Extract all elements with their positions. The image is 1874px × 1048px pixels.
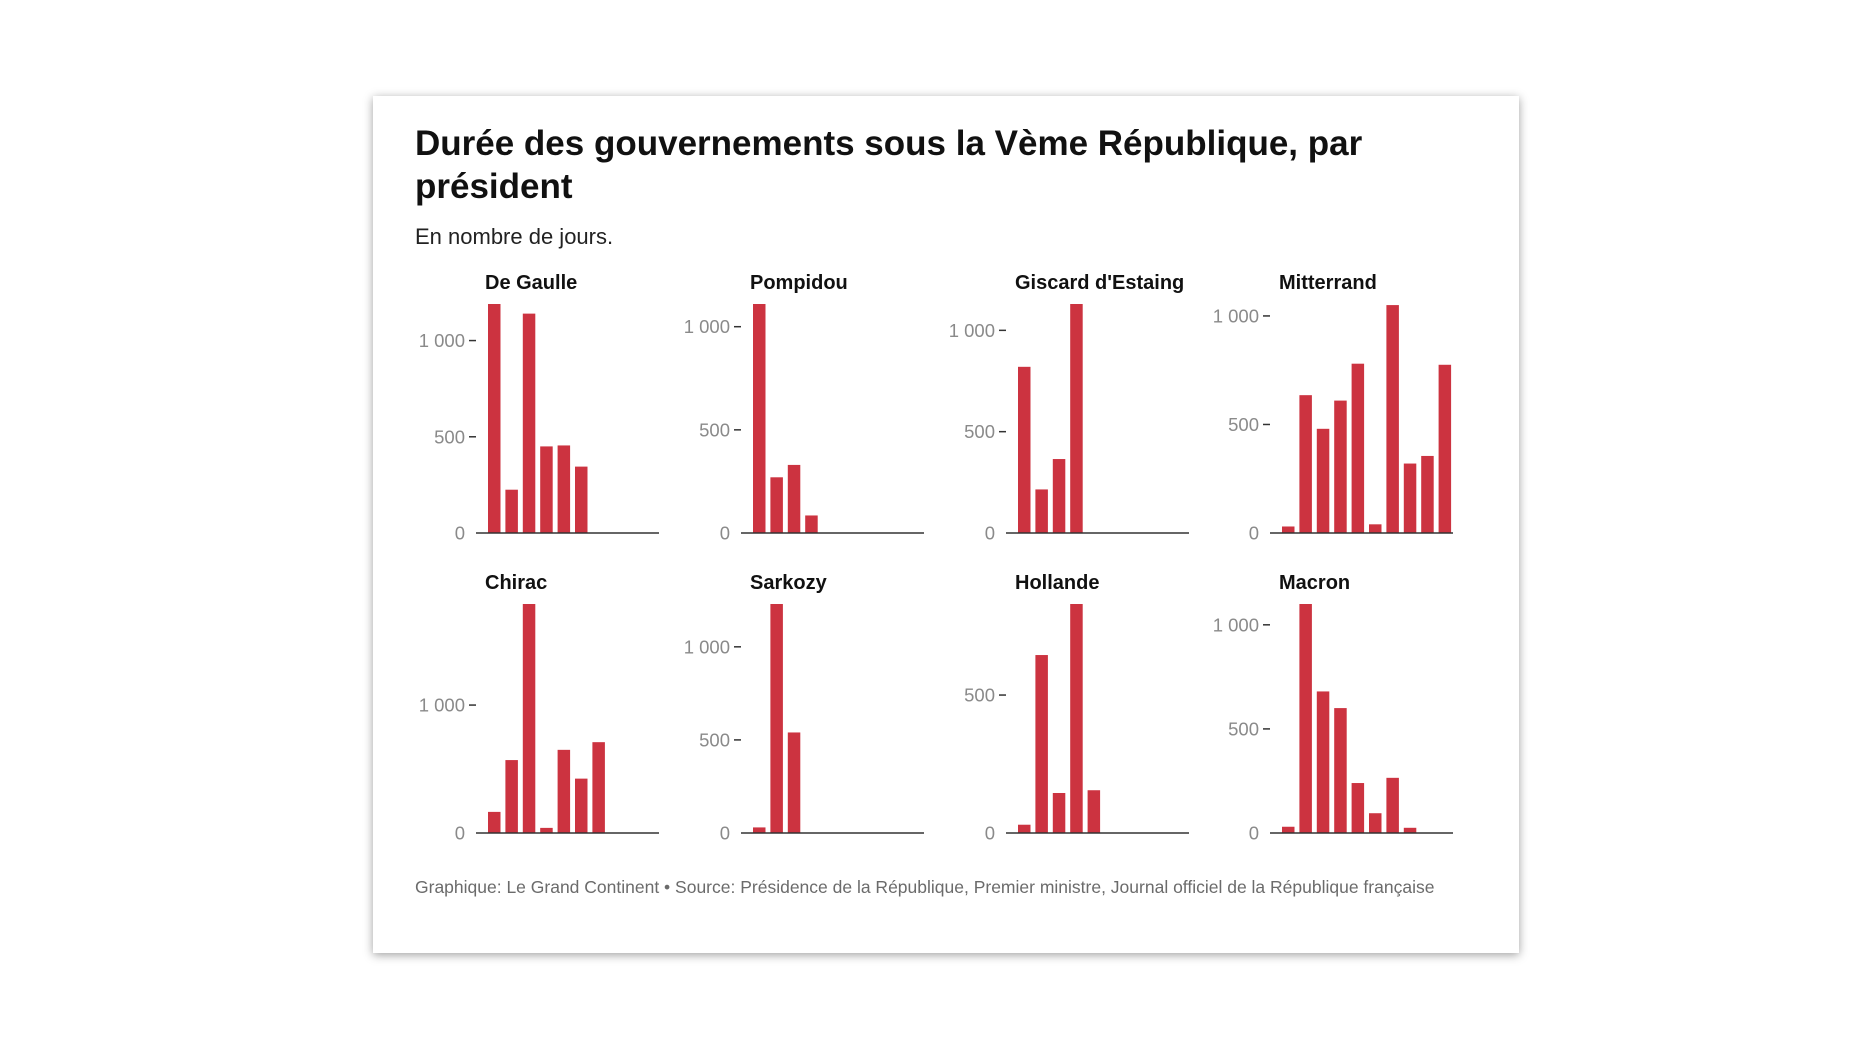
y-tick-label: 1 000 (1213, 614, 1259, 635)
bar (1351, 363, 1365, 533)
bar (1369, 813, 1382, 833)
bar (1282, 826, 1295, 833)
bar (575, 466, 588, 533)
bar (1035, 489, 1048, 533)
bar (787, 464, 801, 533)
chart-title: Durée des gouvernements sous la Vème Rép… (415, 124, 1363, 206)
bar (505, 489, 518, 533)
bar (522, 313, 536, 533)
panel-title: Hollande (1015, 572, 1099, 594)
bar (805, 515, 818, 533)
bar (1351, 783, 1365, 833)
bar (1018, 366, 1031, 533)
bar (1421, 455, 1434, 533)
panel-giscard-d-estaing: Giscard d'Estaing 0 500 1 000 (949, 272, 1189, 544)
chart-card: Durée des gouvernements sous la Vème Rép… (373, 96, 1519, 953)
bar (1052, 459, 1066, 533)
bar (592, 742, 605, 833)
bar (557, 749, 571, 833)
y-tick-label: 0 (455, 823, 465, 844)
y-tick-label: 0 (1249, 823, 1259, 844)
bar (488, 304, 501, 533)
y-tick-label: 500 (964, 421, 995, 442)
bar (1070, 604, 1083, 833)
bar (540, 446, 553, 533)
bar (1369, 524, 1382, 533)
bar (770, 477, 783, 533)
panel-title: Chirac (485, 572, 547, 594)
chart-source-footer: Graphique: Le Grand Continent • Source: … (415, 877, 1435, 897)
y-tick-label: 1 000 (1213, 305, 1259, 326)
y-tick-label: 500 (1228, 414, 1259, 435)
bar (770, 604, 783, 833)
panel-sarkozy: Sarkozy 0 500 1 000 (684, 572, 924, 844)
bar (488, 811, 501, 833)
bar (1334, 708, 1347, 833)
panel-hollande: Hollande 0 500 (964, 572, 1189, 844)
bar (1070, 304, 1083, 533)
panel-de-gaulle: De Gaulle 0 500 1 000 (419, 272, 659, 544)
bar (1018, 824, 1031, 833)
y-tick-label: 1 000 (949, 320, 995, 341)
bar (1035, 655, 1048, 833)
y-tick-label: 1 000 (419, 695, 465, 716)
y-tick-label: 500 (699, 729, 730, 750)
bar (540, 827, 553, 833)
y-tick-label: 500 (699, 419, 730, 440)
bar (1299, 604, 1312, 833)
panel-title: De Gaulle (485, 272, 577, 294)
panel-title: Pompidou (750, 272, 848, 294)
bar (1316, 691, 1330, 833)
panel-title: Giscard d'Estaing (1015, 272, 1184, 294)
bar (1316, 428, 1330, 533)
y-tick-label: 0 (720, 523, 730, 544)
bar (1403, 827, 1417, 833)
y-tick-label: 0 (985, 823, 995, 844)
panel-title: Sarkozy (750, 572, 828, 594)
bar (1386, 777, 1399, 833)
bar (787, 732, 801, 833)
bar (753, 827, 766, 833)
y-tick-label: 1 000 (684, 316, 730, 337)
panel-title: Macron (1279, 572, 1350, 594)
panel-title: Mitterrand (1279, 272, 1377, 294)
bar (1052, 792, 1066, 833)
panel-pompidou: Pompidou 0 500 1 000 (684, 272, 924, 544)
y-tick-label: 0 (1249, 523, 1259, 544)
bar (1087, 790, 1101, 833)
panel-macron: Macron 0 500 1 000 (1213, 572, 1453, 844)
y-tick-label: 1 000 (684, 636, 730, 657)
panel-chirac: Chirac 0 1 000 (419, 572, 659, 844)
y-tick-label: 500 (434, 426, 465, 447)
y-tick-label: 0 (455, 523, 465, 544)
panel-mitterrand: Mitterrand 0 500 1 000 (1213, 272, 1453, 544)
y-tick-label: 1 000 (419, 330, 465, 351)
bar (522, 604, 536, 833)
bar (1386, 305, 1399, 533)
y-tick-label: 500 (964, 685, 995, 706)
y-tick-label: 0 (985, 523, 995, 544)
bar (1403, 463, 1417, 533)
bar (557, 445, 571, 533)
chart-subtitle: En nombre de jours. (415, 224, 614, 249)
bar (1299, 395, 1312, 533)
y-tick-label: 500 (1228, 718, 1259, 739)
bar (1438, 364, 1452, 533)
bar (753, 304, 766, 533)
y-tick-label: 0 (720, 823, 730, 844)
bar (505, 760, 518, 833)
bar (575, 778, 588, 833)
bar (1334, 400, 1347, 533)
bar (1282, 526, 1295, 533)
